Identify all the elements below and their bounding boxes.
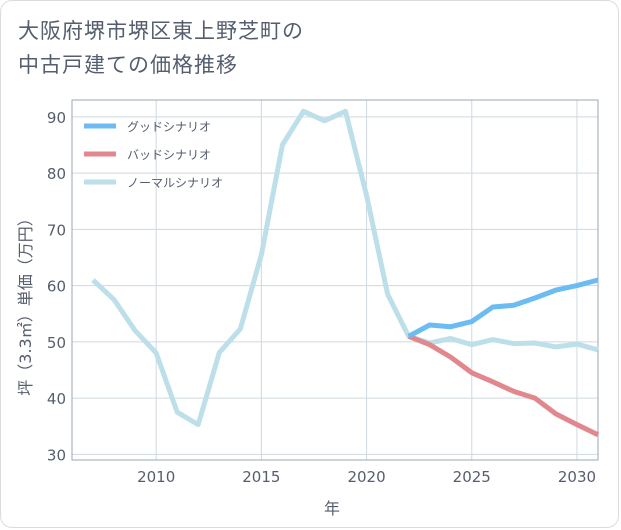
x-tick-label: 2025	[453, 468, 491, 486]
y-axis-label: 坪（3.3㎡）単価（万円）	[16, 210, 35, 395]
legend-label-0: グッドシナリオ	[127, 120, 211, 134]
legend-label-2: ノーマルシナリオ	[127, 176, 223, 190]
x-axis-label: 年	[324, 499, 340, 518]
y-tick-label: 50	[47, 334, 66, 352]
y-tick-label: 30	[47, 446, 66, 464]
y-tick-label: 70	[47, 221, 66, 239]
x-tick-label: 2015	[242, 468, 280, 486]
tick-labels: 30 40 50 60 70 80 90 2010 2015 2020 2025 2030	[47, 109, 596, 486]
series-line-1	[407, 333, 600, 437]
chart-title-line-2: 中古戸建ての価格推移	[18, 53, 238, 77]
series-lines	[91, 108, 600, 437]
y-tick-label: 60	[47, 278, 66, 296]
series-line-2	[91, 108, 599, 428]
grid-lines	[72, 100, 598, 460]
x-tick-label: 2020	[347, 468, 385, 486]
chart-title-line-1: 大阪府堺市堺区東上野芝町の	[18, 19, 304, 43]
x-tick-label: 2010	[137, 468, 175, 486]
chart-title: 大阪府堺市堺区東上野芝町の 中古戸建ての価格推移	[18, 14, 538, 82]
y-tick-label: 90	[47, 109, 66, 127]
x-tick-label: 2030	[558, 468, 596, 486]
y-tick-label: 40	[47, 390, 66, 408]
y-tick-label: 80	[47, 165, 66, 183]
legend-label-1: バッドシナリオ	[127, 148, 211, 162]
series-line-0	[407, 277, 599, 339]
